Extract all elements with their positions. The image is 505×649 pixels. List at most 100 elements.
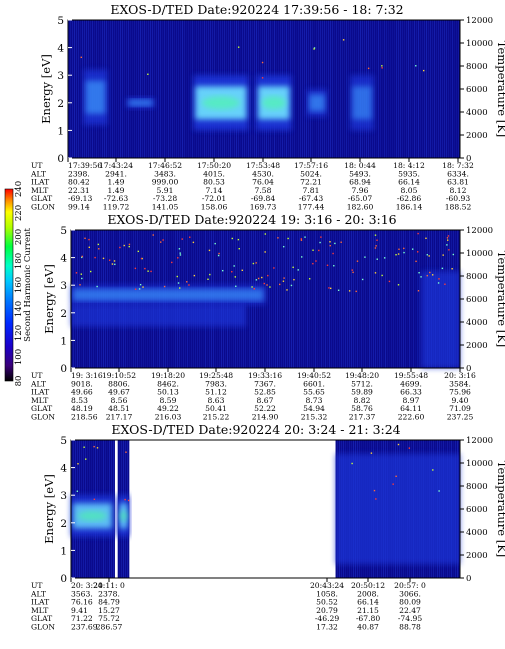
ephemeris-row-label: ILAT (31, 598, 49, 607)
ephemeris-row-label: GLON (31, 203, 55, 212)
intensity-region (71, 304, 247, 327)
colorbar: 80 100 120 140 160 180 200 220 240 Second Harmon… (4, 181, 33, 387)
ephemeris-value: 19:55:48 (394, 371, 428, 380)
panel-3: EXOS-D/TED Date:920224 20: 3:24 - 21: 3:… (30, 422, 505, 632)
ephemeris-value: -69.13 (68, 194, 92, 203)
ephemeris-value: 49.66 (71, 388, 93, 397)
ephemeris-value: -65.07 (348, 194, 372, 203)
ephemeris-value: 49.22 (157, 404, 179, 413)
ephemeris-value: -62.86 (397, 194, 421, 203)
ephemeris-row-label: GLON (31, 623, 55, 632)
y-tick-label: 2 (60, 518, 67, 530)
ephemeris-value: 17.32 (316, 623, 338, 632)
colorbar-tick-label: 80 (14, 376, 24, 387)
y-tick-label: 4 (60, 253, 67, 265)
ephemeris-value: 4530. (252, 169, 274, 178)
y-tick-label: 4 (60, 463, 67, 475)
colorbar-tick-label: 140 (14, 301, 24, 317)
y2-tick-label: 10000 (466, 39, 493, 49)
y-axis-label: Energy [eV] (39, 54, 53, 124)
ephemeris-value: 1.49 (108, 186, 125, 195)
ephemeris-value: 66.33 (400, 388, 422, 397)
ephemeris-value: 2398. (68, 169, 90, 178)
ephemeris-value: 71.22 (71, 614, 93, 623)
ephemeris-value: 214.90 (252, 413, 279, 422)
ephemeris-value: 19:40:52 (297, 371, 331, 380)
ephemeris-value: 186.14 (396, 203, 423, 212)
ephemeris-value: -60.93 (446, 194, 470, 203)
ephemeris-value: 54.94 (303, 404, 325, 413)
ephemeris-value: 2378. (98, 589, 120, 598)
ephemeris-row-label: MLT (31, 396, 48, 405)
ephemeris-value: 119.72 (103, 203, 130, 212)
y2-tick-label: 10000 (466, 459, 493, 469)
y-axis-label: Energy [eV] (42, 264, 56, 334)
ephemeris-value: 72.21 (300, 178, 322, 187)
ephemeris-value: 3563. (71, 589, 93, 598)
ephemeris-row-label: MLT (31, 606, 48, 615)
colorbar-label: Second Harmonic Current (23, 228, 33, 342)
intensity-region (126, 97, 155, 109)
ephemeris-value: 5024. (300, 169, 322, 178)
ephemeris-value: -67.80 (356, 614, 380, 623)
ephemeris-value: 17:39:56 (68, 161, 102, 170)
intensity-region (71, 495, 114, 537)
ephemeris-row-label: GLAT (31, 614, 52, 623)
ephemeris-value: -46.29 (315, 614, 339, 623)
y2-axis-label: Temperature [K] (495, 41, 505, 138)
y2-tick-label: 8000 (466, 482, 488, 492)
ephemeris-value: 55.65 (303, 388, 325, 397)
y-tick-label: 4 (57, 43, 64, 55)
y2-tick-label: 12000 (466, 436, 493, 446)
y2-tick-label: 12000 (466, 16, 493, 26)
ephemeris-value: 8.67 (257, 396, 274, 405)
ephemeris-row-label: UT (31, 161, 42, 170)
ephemeris-value: 999.00 (152, 178, 179, 187)
colorbar-tick-label: 220 (14, 205, 24, 221)
y-tick-label: 1 (60, 545, 67, 557)
ephemeris-value: 216.03 (155, 413, 182, 422)
colorbar-tick-label: 240 (14, 181, 24, 197)
y-axis-label: Energy [eV] (42, 474, 56, 544)
noise-speckles (80, 39, 425, 79)
y-tick-label: 2 (57, 98, 64, 110)
ephemeris-value: 8.56 (111, 396, 128, 405)
ephemeris-value: 8.63 (208, 396, 225, 405)
ephemeris-value: 20:50:12 (351, 581, 385, 590)
ephemeris-value: 7.58 (255, 186, 272, 195)
ephemeris-value: 182.60 (347, 203, 374, 212)
ephemeris-value: 50.41 (205, 404, 227, 413)
ephemeris-row-label: GLAT (31, 404, 52, 413)
ephemeris-value: 80.42 (68, 178, 90, 187)
ephemeris-value: 4015. (203, 169, 225, 178)
y-tick-label: 3 (57, 70, 64, 82)
ephemeris-value: 20: 3:24 (71, 581, 103, 590)
intensity-region (335, 453, 460, 565)
ephemeris-value: 17:57:16 (294, 161, 328, 170)
ephemeris-value: 68.94 (349, 178, 371, 187)
ephemeris-value: 17:50:20 (197, 161, 231, 170)
ephemeris-value: 158.06 (201, 203, 228, 212)
y2-tick-label: 6000 (466, 295, 488, 305)
y2-tick-label: 8000 (466, 62, 488, 72)
panel-1-title: EXOS-D/TED Date:920224 17:39:56 - 18: 7:… (110, 2, 403, 17)
ephemeris-value: 18: 7:32 (442, 161, 474, 170)
ephemeris-value: -72.01 (202, 194, 226, 203)
ephemeris-row-label: UT (31, 371, 42, 380)
ephemeris-value: 50.13 (157, 388, 179, 397)
y2-axis-label: Temperature [K] (495, 461, 505, 558)
y2-tick-label: 0 (466, 364, 471, 374)
ephemeris-value: 17:53:48 (246, 161, 280, 170)
intensity-region (117, 495, 130, 537)
colorbar-tick-label: 120 (14, 325, 24, 341)
y2-tick-label: 10000 (466, 249, 493, 259)
ephemeris-value: 88.78 (399, 623, 421, 632)
y2-axis-label: Temperature [K] (495, 251, 505, 348)
y-tick-label: 5 (57, 15, 64, 27)
ephemeris-value: 218.56 (71, 413, 98, 422)
ephemeris-value: 177.44 (298, 203, 325, 212)
y-tick-label: 1 (60, 335, 67, 347)
ephemeris-value: 8462. (157, 379, 179, 388)
intensity-region (83, 69, 108, 125)
